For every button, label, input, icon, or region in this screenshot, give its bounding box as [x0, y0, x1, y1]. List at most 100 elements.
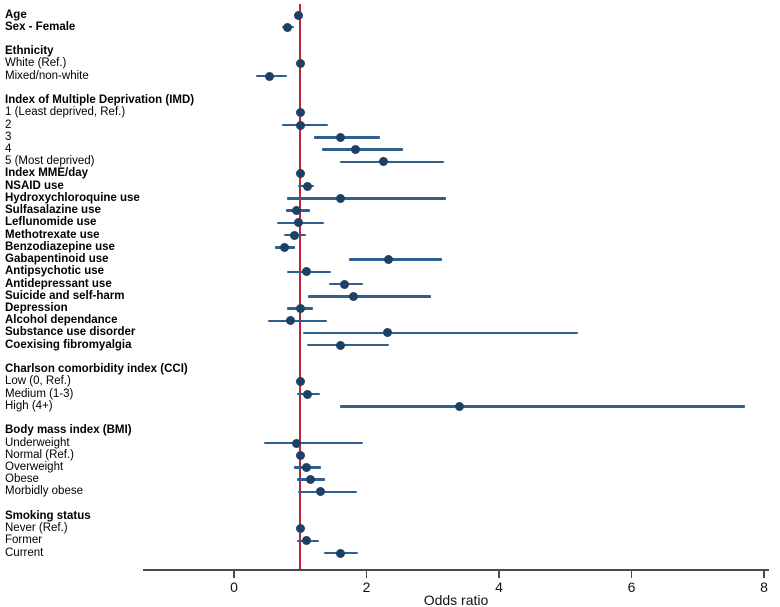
odds-ratio-marker — [383, 255, 393, 265]
row-label: Underweight — [5, 436, 70, 449]
x-tick — [365, 571, 368, 578]
row-label: Never (Ref.) — [5, 522, 68, 535]
x-tick-label: 2 — [362, 579, 371, 595]
odds-ratio-marker — [302, 536, 312, 546]
odds-ratio-marker — [282, 22, 292, 32]
row-label: High (4+) — [5, 399, 53, 412]
row-label: Leflunomide use — [5, 216, 97, 229]
odds-ratio-marker — [264, 71, 274, 81]
row-label: Substance use disorder — [5, 326, 136, 339]
odds-ratio-marker — [303, 181, 313, 191]
row-label: Depression — [5, 302, 68, 315]
x-tick — [498, 571, 500, 578]
confidence-interval-line — [340, 160, 444, 163]
row-label: White (Ref.) — [5, 57, 67, 70]
odds-ratio-marker — [293, 10, 303, 20]
row-label: Obese — [5, 473, 39, 486]
row-label: Normal (Ref.) — [5, 448, 75, 461]
reference-point-marker — [295, 450, 305, 460]
reference-line — [299, 4, 302, 569]
odds-ratio-marker — [291, 206, 301, 216]
confidence-interval-line — [340, 405, 745, 408]
odds-ratio-marker — [349, 291, 359, 301]
x-tick-label: 0 — [230, 579, 238, 595]
x-axis — [143, 569, 769, 571]
confidence-interval-line — [306, 343, 390, 347]
x-tick-label: 4 — [495, 579, 503, 595]
row-label: 4 — [5, 143, 12, 156]
odds-ratio-marker — [335, 132, 345, 142]
odds-ratio-marker — [290, 230, 300, 240]
row-label: Smoking status — [5, 509, 91, 522]
confidence-interval-line — [302, 331, 578, 335]
row-label: Alcohol dependance — [5, 314, 118, 327]
odds-ratio-marker — [335, 193, 345, 203]
odds-ratio-marker — [382, 328, 392, 338]
row-label: Sex - Female — [5, 20, 76, 33]
row-label: Index of Multiple Deprivation (IMD) — [5, 94, 195, 107]
odds-ratio-marker — [350, 145, 360, 155]
odds-ratio-marker — [305, 475, 315, 485]
row-label: Mixed/non-white — [5, 69, 89, 82]
row-label: Former — [5, 534, 43, 547]
row-label: Medium (1-3) — [5, 387, 74, 400]
odds-ratio-marker — [285, 316, 295, 326]
row-label: NSAID use — [5, 179, 64, 192]
confidence-interval-line — [314, 136, 380, 139]
x-tick-label: 6 — [627, 579, 636, 595]
row-label: Methotrexate use — [5, 228, 100, 241]
row-label: 3 — [5, 130, 12, 143]
row-label: Current — [5, 546, 44, 559]
confidence-interval-line — [263, 441, 364, 445]
confidence-interval-line — [287, 197, 446, 200]
odds-ratio-marker — [294, 218, 304, 228]
row-label: Antipsychotic use — [5, 265, 105, 278]
odds-ratio-marker — [316, 487, 326, 497]
x-tick-label: 8 — [760, 579, 768, 595]
confidence-interval-line — [298, 490, 357, 494]
row-label: Overweight — [5, 461, 64, 473]
confidence-interval-line — [267, 319, 327, 322]
x-axis-title: Odds ratio — [423, 592, 489, 607]
x-tick — [233, 571, 235, 578]
reference-point-marker — [295, 108, 305, 118]
row-label: Antidepressant use — [5, 277, 112, 290]
row-label: Gabapentinoid use — [5, 253, 109, 266]
confidence-interval-line — [348, 258, 443, 261]
row-label: Age — [5, 8, 27, 21]
row-label: 1 (Least deprived, Ref.) — [5, 106, 126, 119]
odds-ratio-marker — [296, 120, 306, 130]
row-label: 5 (Most deprived) — [5, 155, 95, 168]
odds-ratio-marker — [303, 389, 313, 399]
odds-ratio-marker — [301, 267, 311, 277]
odds-ratio-marker — [378, 157, 388, 167]
row-label: Low (0, Ref.) — [5, 375, 71, 388]
reference-point-marker — [295, 377, 305, 387]
confidence-interval-line — [322, 148, 403, 151]
odds-ratio-marker — [296, 169, 306, 179]
reference-point-marker — [295, 524, 305, 534]
x-tick — [763, 571, 765, 578]
odds-ratio-marker — [301, 463, 311, 472]
odds-ratio-marker — [335, 340, 345, 350]
row-label: Body mass index (BMI) — [5, 424, 132, 437]
row-label: 2 — [5, 118, 12, 131]
row-label: Morbidly obese — [5, 485, 83, 498]
row-label: Hydroxychloroquine use — [5, 191, 140, 204]
odds-ratio-marker — [295, 304, 305, 314]
odds-ratio-marker — [292, 438, 302, 448]
odds-ratio-marker — [335, 548, 345, 558]
row-label: Benzodiazepine use — [5, 240, 115, 253]
row-label: Ethnicity — [5, 45, 54, 58]
confidence-interval-line — [308, 295, 432, 298]
odds-ratio-marker — [455, 401, 465, 411]
reference-point-marker — [295, 59, 305, 69]
row-label: Coexising fibromyalgia — [5, 338, 132, 351]
odds-ratio-marker — [340, 279, 350, 289]
row-label: Suicide and self-harm — [5, 289, 125, 302]
odds-ratio-marker — [279, 242, 289, 252]
row-label: Index MME/day — [5, 167, 89, 180]
row-label: Charlson comorbidity index (CCI) — [5, 363, 188, 376]
x-tick — [630, 571, 633, 578]
